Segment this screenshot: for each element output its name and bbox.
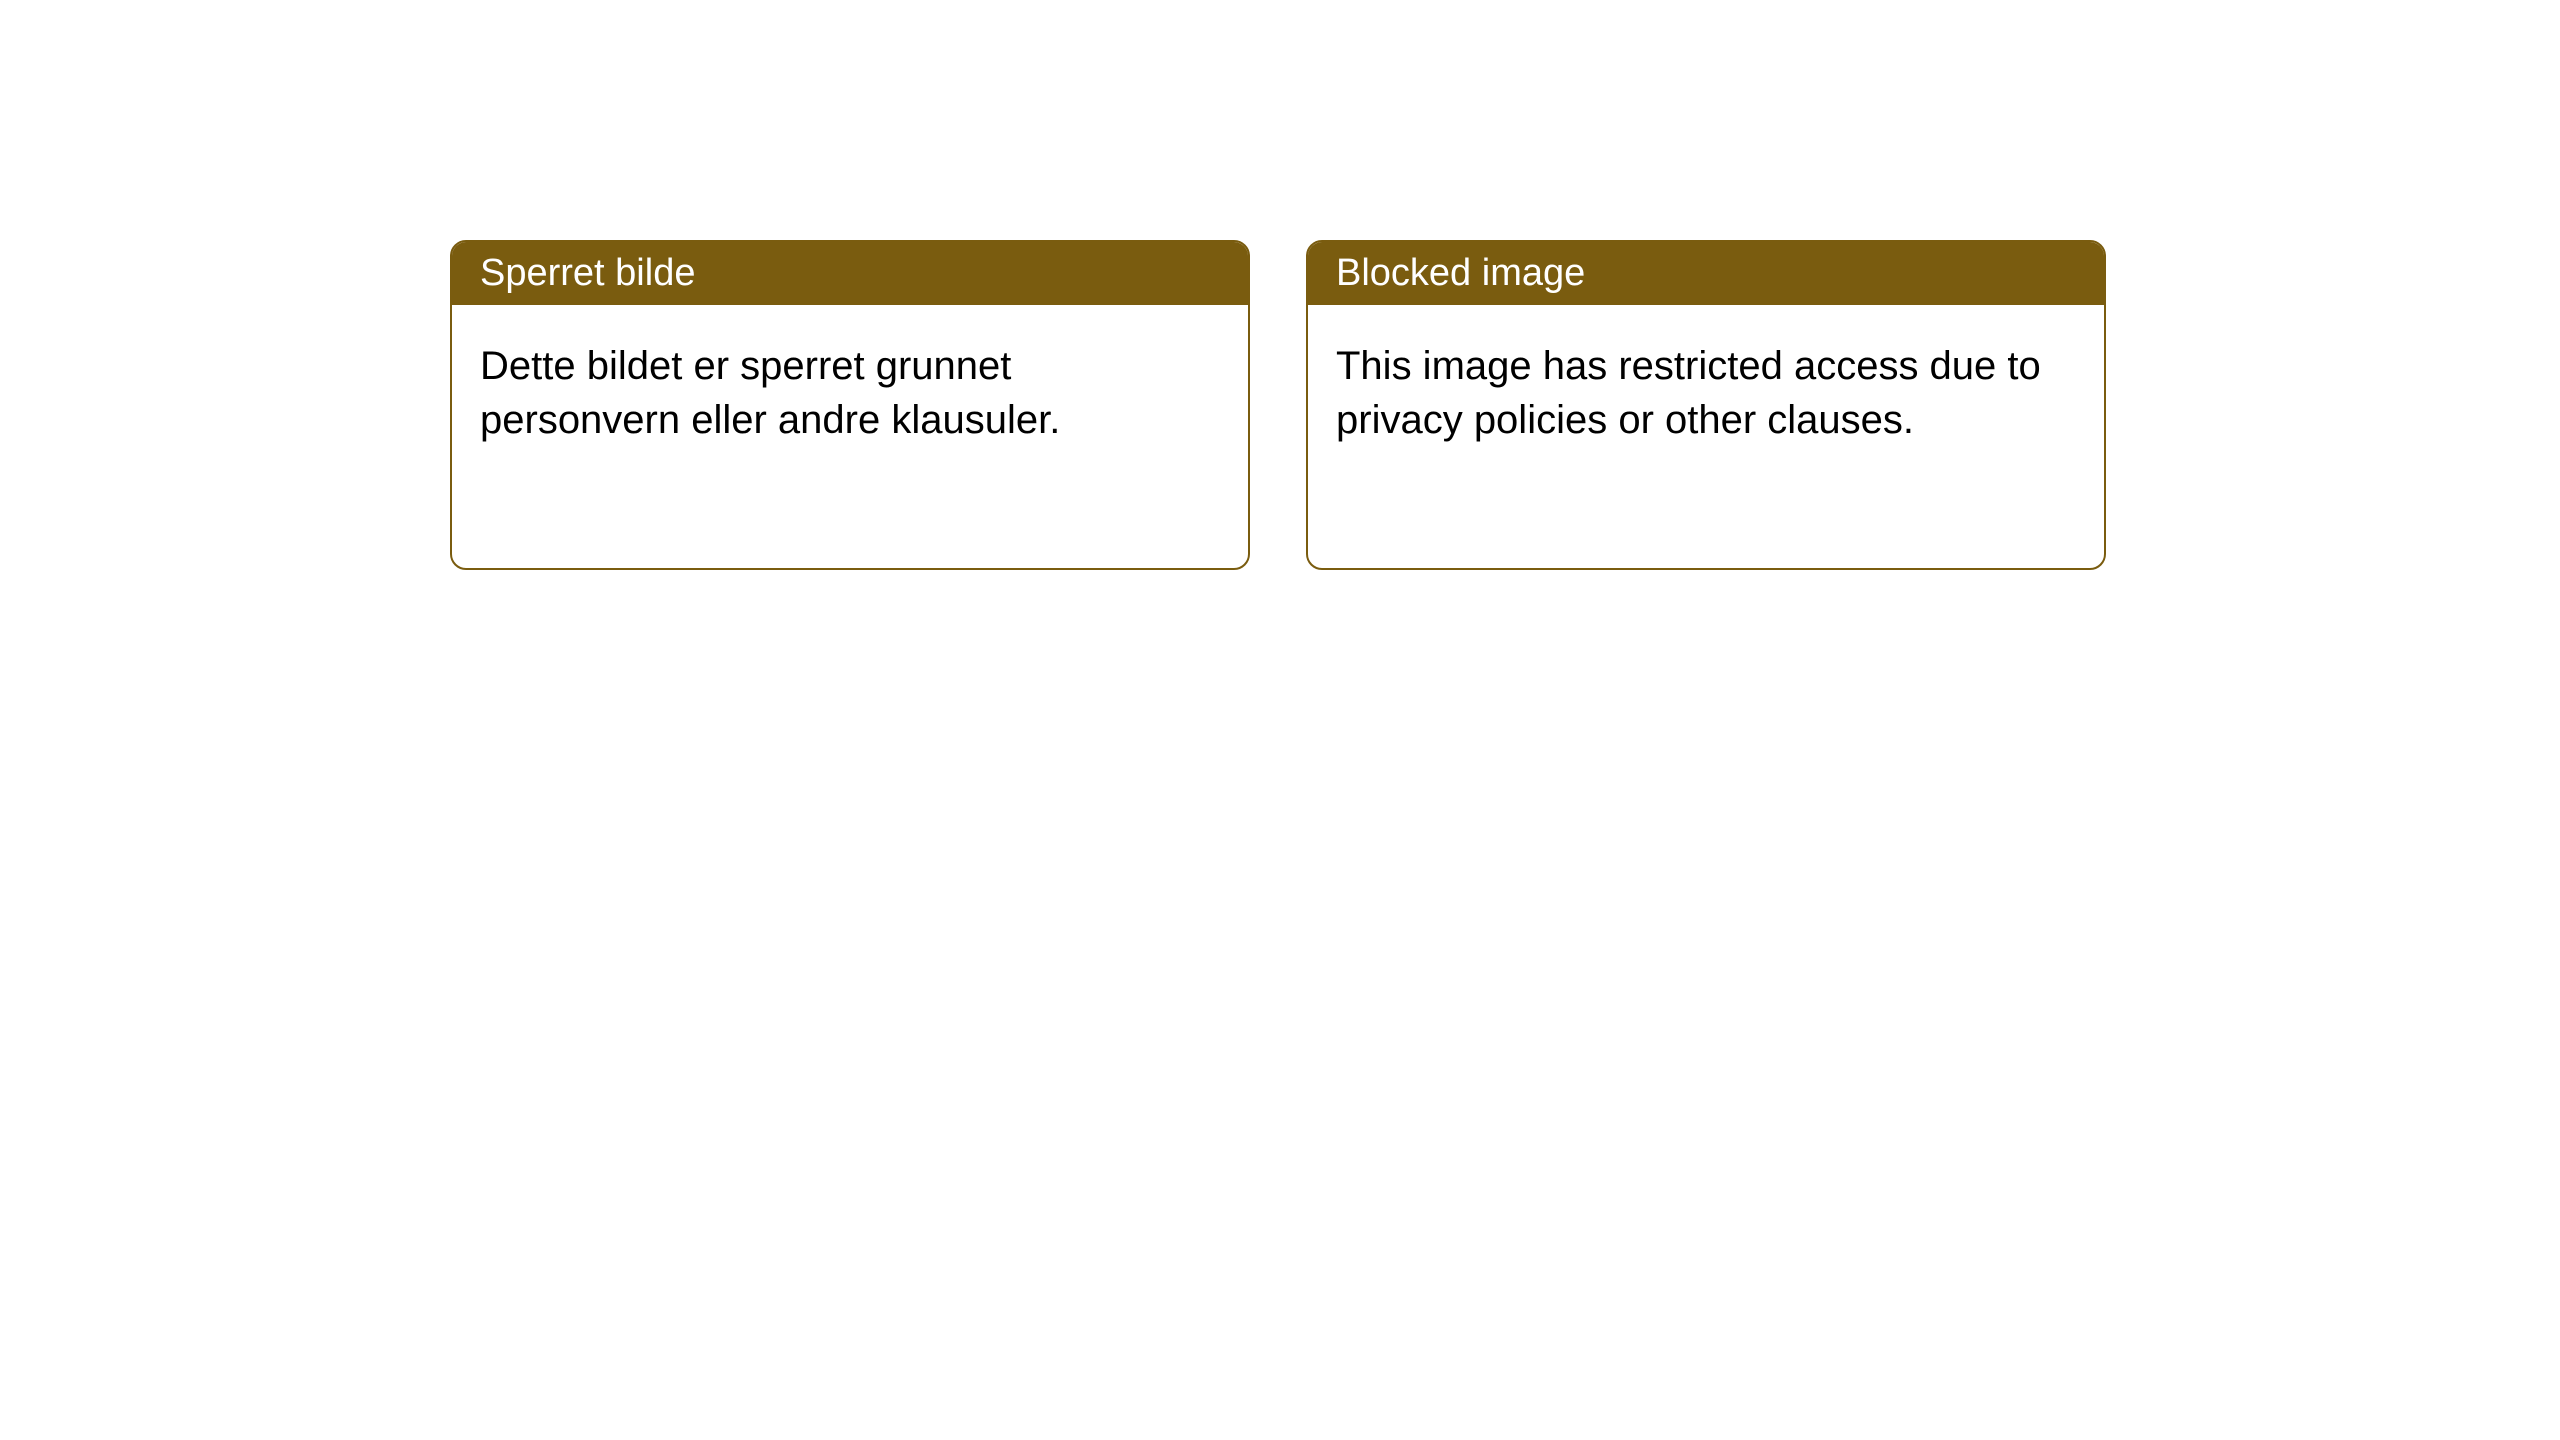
card-title: Sperret bilde xyxy=(480,252,695,294)
notice-card-english: Blocked image This image has restricted … xyxy=(1306,240,2106,570)
card-header: Blocked image xyxy=(1308,242,2104,305)
card-message: Dette bildet er sperret grunnet personve… xyxy=(480,344,1060,442)
card-header: Sperret bilde xyxy=(452,242,1248,305)
card-body: This image has restricted access due to … xyxy=(1308,305,2104,481)
card-title: Blocked image xyxy=(1336,252,1585,294)
notice-card-norwegian: Sperret bilde Dette bildet er sperret gr… xyxy=(450,240,1250,570)
card-message: This image has restricted access due to … xyxy=(1336,344,2041,442)
card-body: Dette bildet er sperret grunnet personve… xyxy=(452,305,1248,481)
notice-container: Sperret bilde Dette bildet er sperret gr… xyxy=(450,240,2106,570)
